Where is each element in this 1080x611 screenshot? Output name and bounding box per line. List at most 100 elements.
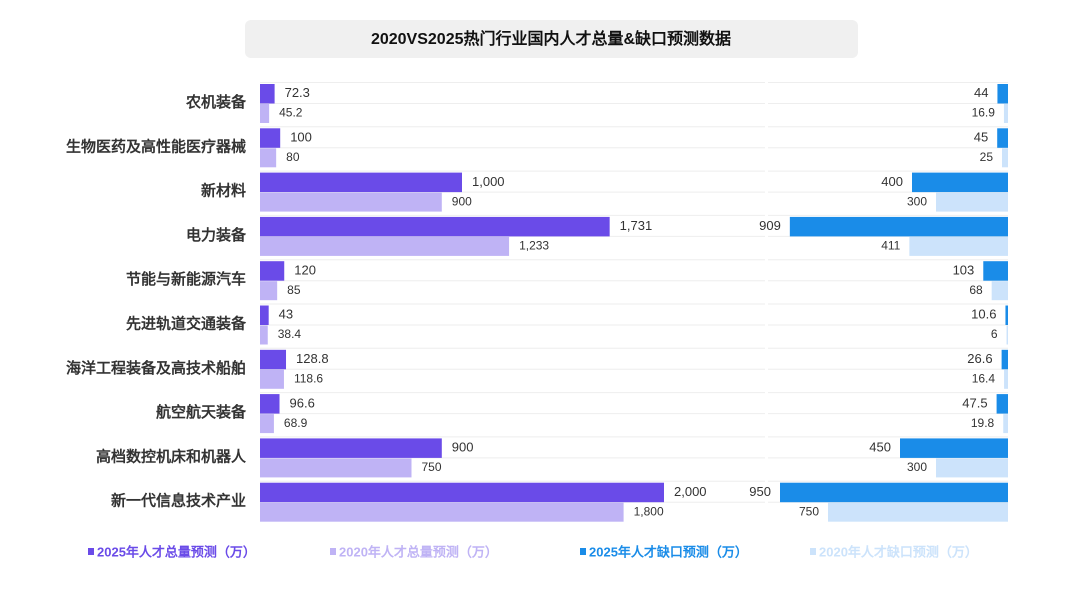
bar xyxy=(260,325,268,345)
bar xyxy=(260,305,269,325)
value-label: 47.5 xyxy=(962,395,987,410)
value-label: 128.8 xyxy=(296,351,329,366)
category-label: 新材料 xyxy=(201,182,246,200)
value-label: 85 xyxy=(287,283,301,297)
category-label: 航空航天装备 xyxy=(156,403,247,421)
value-label: 909 xyxy=(759,218,781,233)
bar xyxy=(936,458,1008,478)
bar xyxy=(260,369,284,389)
bar xyxy=(997,128,1008,148)
legend-marker xyxy=(810,548,816,555)
value-label: 750 xyxy=(422,460,442,474)
legend-marker xyxy=(330,548,336,555)
bar xyxy=(789,216,1008,237)
value-label: 68 xyxy=(969,283,983,297)
value-label: 6 xyxy=(991,327,998,341)
bar xyxy=(260,216,610,237)
bar xyxy=(1003,104,1008,123)
bar xyxy=(996,394,1008,414)
bar xyxy=(900,438,1008,458)
value-label: 45 xyxy=(974,129,988,144)
bar xyxy=(828,502,1008,522)
bar xyxy=(260,458,412,478)
bar xyxy=(260,236,510,256)
category-label: 先进轨道交通装备 xyxy=(126,314,247,332)
title-box xyxy=(245,20,858,58)
category-label: 生物医药及高性能医疗器械 xyxy=(66,137,246,155)
value-label: 45.2 xyxy=(279,106,303,120)
category-label: 电力装备 xyxy=(186,226,247,244)
category-label: 节能与新能源汽车 xyxy=(126,270,246,288)
bar xyxy=(260,84,275,104)
value-label: 411 xyxy=(881,239,900,253)
value-label: 100 xyxy=(290,129,312,144)
value-label: 950 xyxy=(749,484,771,499)
value-label: 103 xyxy=(953,262,975,277)
value-label: 900 xyxy=(452,194,472,208)
value-label: 300 xyxy=(907,460,927,474)
value-label: 26.6 xyxy=(967,351,992,366)
bar xyxy=(1003,414,1008,434)
bar xyxy=(260,502,624,522)
legend-label: 2025年人才缺口预测（万） xyxy=(589,544,748,559)
value-label: 2,000 xyxy=(674,484,707,499)
bar xyxy=(1006,325,1008,345)
bar xyxy=(909,236,1008,256)
bar xyxy=(260,104,270,123)
value-label: 38.4 xyxy=(278,327,302,341)
bar xyxy=(260,438,442,458)
category-label: 海洋工程装备及高技术船舶 xyxy=(66,359,246,377)
category-label: 高档数控机床和机器人 xyxy=(96,447,247,465)
value-label: 900 xyxy=(452,440,474,455)
bar xyxy=(1004,369,1008,389)
value-label: 1,800 xyxy=(634,504,664,518)
value-label: 16.4 xyxy=(972,371,996,385)
legend-label: 2025年人才总量预测（万） xyxy=(97,544,256,559)
value-label: 80 xyxy=(286,150,300,164)
bar xyxy=(991,281,1008,301)
value-label: 68.9 xyxy=(284,416,308,430)
bar xyxy=(1001,349,1008,370)
value-label: 96.6 xyxy=(290,395,315,410)
bar xyxy=(997,84,1008,104)
bar xyxy=(260,128,281,148)
bar xyxy=(936,192,1008,212)
legend-marker xyxy=(580,548,586,555)
bar xyxy=(260,482,664,503)
bar xyxy=(260,394,280,414)
bar xyxy=(260,148,277,168)
bar xyxy=(780,482,1008,503)
value-label: 300 xyxy=(907,194,927,208)
bar xyxy=(260,261,285,281)
bar xyxy=(260,349,287,370)
value-label: 1,000 xyxy=(472,174,505,189)
value-label: 19.8 xyxy=(971,416,995,430)
category-label: 新一代信息技术产业 xyxy=(111,492,246,510)
value-label: 43 xyxy=(279,307,293,322)
legend-marker xyxy=(88,548,94,555)
category-label: 农机装备 xyxy=(185,93,247,111)
value-label: 44 xyxy=(974,85,988,100)
value-label: 1,233 xyxy=(519,239,549,253)
bar xyxy=(1005,305,1008,325)
bar xyxy=(983,261,1008,281)
value-label: 750 xyxy=(799,504,819,518)
value-label: 118.6 xyxy=(294,371,323,385)
bar xyxy=(260,281,278,301)
value-label: 72.3 xyxy=(285,85,310,100)
value-label: 25 xyxy=(980,150,994,164)
value-label: 10.6 xyxy=(971,307,996,322)
value-label: 400 xyxy=(881,174,903,189)
value-label: 1,731 xyxy=(620,218,653,233)
value-label: 450 xyxy=(869,440,891,455)
legend-label: 2020年人才缺口预测（万） xyxy=(819,544,978,559)
legend-label: 2020年人才总量预测（万） xyxy=(339,544,498,559)
value-label: 16.9 xyxy=(972,106,996,120)
bar xyxy=(912,172,1008,193)
bar xyxy=(1002,148,1008,168)
chart-title: 2020VS2025热门行业国内人才总量&缺口预测数据 xyxy=(371,29,731,48)
value-label: 120 xyxy=(294,262,316,277)
bar xyxy=(260,172,462,193)
